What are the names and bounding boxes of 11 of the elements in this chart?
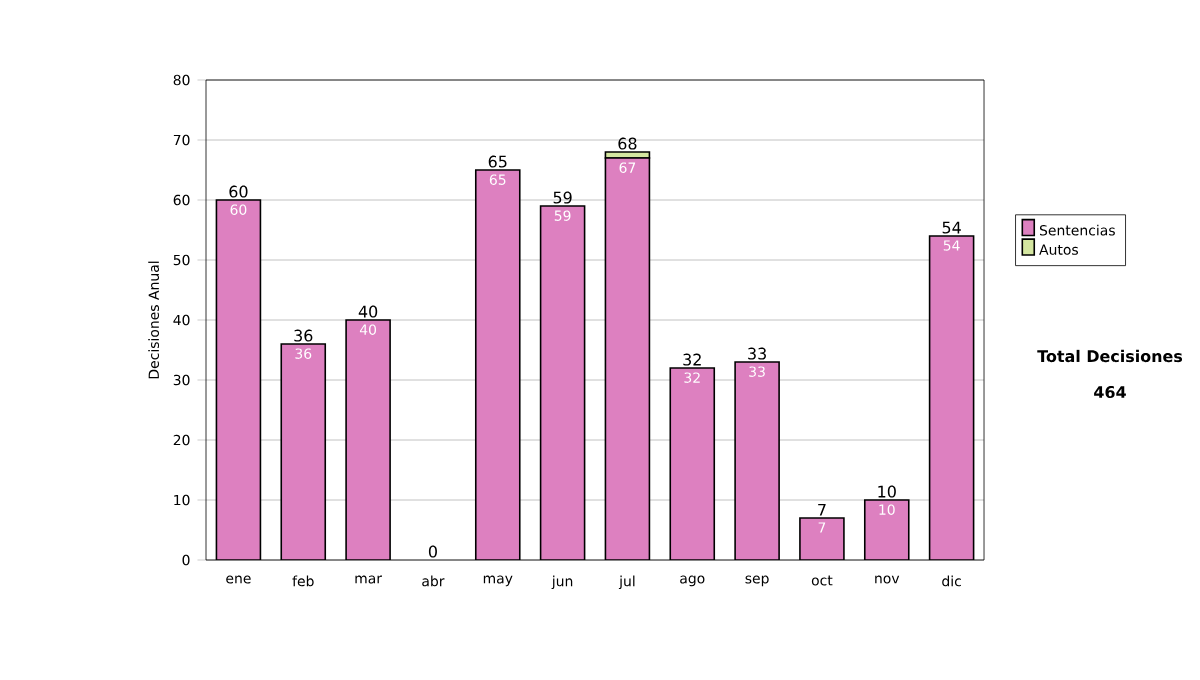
bar <box>799 517 845 560</box>
bar <box>346 320 391 560</box>
bar <box>539 205 586 560</box>
bar <box>474 169 521 560</box>
bar <box>734 361 780 560</box>
bar <box>216 200 261 560</box>
bar <box>863 499 910 560</box>
bar <box>604 157 651 560</box>
bar <box>281 344 326 560</box>
bar <box>928 235 975 560</box>
bar <box>669 367 716 560</box>
